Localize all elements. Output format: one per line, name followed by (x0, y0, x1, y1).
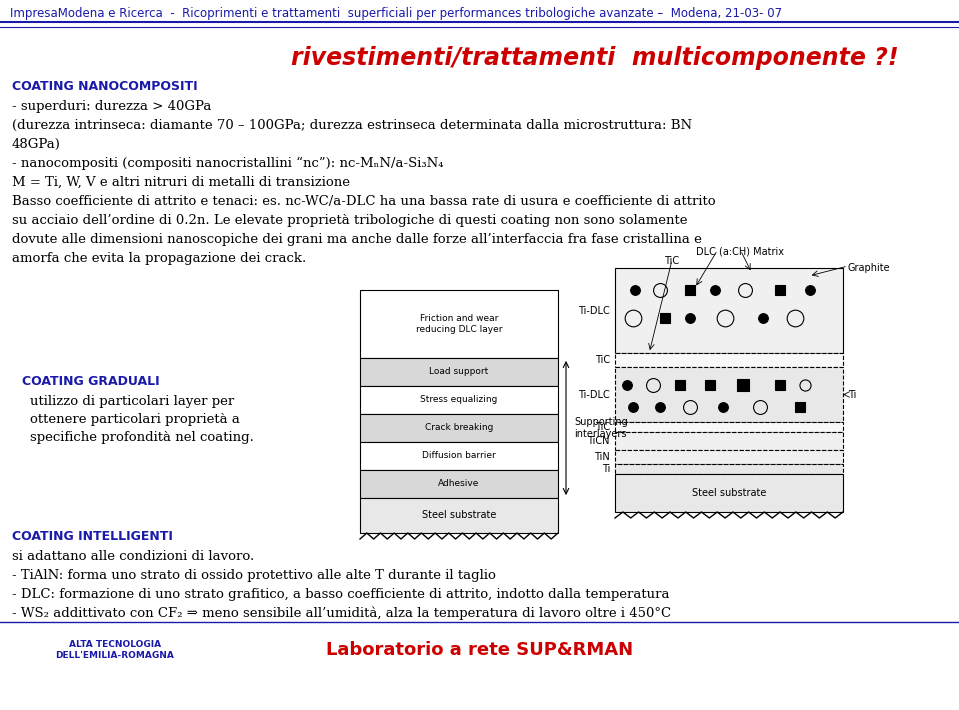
Text: Crack breaking: Crack breaking (425, 423, 493, 432)
Bar (360, 442, 558, 470)
Text: rivestimenti/trattamenti  multicomponente ?!: rivestimenti/trattamenti multicomponente… (291, 46, 899, 70)
Text: dovute alle dimensioni nanoscopiche dei grani ma anche dalle forze all’interfacc: dovute alle dimensioni nanoscopiche dei … (12, 233, 702, 246)
Bar (615, 432, 843, 450)
Text: su acciaio dell’ordine di 0.2n. Le elevate proprietà tribologiche di questi coat: su acciaio dell’ordine di 0.2n. Le eleva… (12, 214, 688, 227)
Text: Steel substrate: Steel substrate (691, 488, 766, 498)
Bar (360, 358, 558, 386)
Bar (615, 268, 843, 353)
Text: - DLC: formazione di uno strato grafitico, a basso coefficiente di attrito, indo: - DLC: formazione di uno strato grafitic… (12, 588, 669, 601)
Text: Adhesive: Adhesive (438, 479, 480, 488)
Bar (360, 290, 558, 358)
Text: Ti: Ti (601, 464, 610, 474)
Bar (615, 422, 843, 432)
Text: Ti-DLC: Ti-DLC (578, 305, 610, 315)
Text: TiCN: TiCN (588, 436, 610, 446)
Bar (615, 353, 843, 367)
Text: - nanocompositi (compositi nanocristallini “nc”): nc-MₙN/a-Si₃N₄: - nanocompositi (compositi nanocristalli… (12, 157, 443, 170)
Text: - superduri: durezza > 40GPa: - superduri: durezza > 40GPa (12, 100, 211, 113)
Bar (615, 464, 843, 474)
Text: Friction and wear
reducing DLC layer: Friction and wear reducing DLC layer (416, 315, 503, 334)
Text: ALTA TECNOLOGIA
DELL'EMILIA-ROMAGNA: ALTA TECNOLOGIA DELL'EMILIA-ROMAGNA (56, 640, 175, 660)
Text: Supporting
interlayers: Supporting interlayers (574, 417, 628, 439)
Text: 48GPa): 48GPa) (12, 138, 60, 151)
Bar (360, 386, 558, 414)
Text: M = Ti, W, V e altri nitruri di metalli di transizione: M = Ti, W, V e altri nitruri di metalli … (12, 176, 350, 189)
Bar (615, 367, 843, 422)
Text: Graphite: Graphite (848, 263, 891, 273)
Bar (360, 470, 558, 498)
Text: Diffusion barrier: Diffusion barrier (422, 452, 496, 461)
Text: si adattano alle condizioni di lavoro.: si adattano alle condizioni di lavoro. (12, 550, 254, 563)
Text: specifiche profondità nel coating.: specifiche profondità nel coating. (30, 431, 254, 444)
Text: DLC (a:CH) Matrix: DLC (a:CH) Matrix (696, 246, 784, 256)
Text: TiC: TiC (595, 422, 610, 432)
Text: Stress equalizing: Stress equalizing (420, 395, 498, 405)
Text: TiN: TiN (595, 452, 610, 462)
Text: COATING GRADUALI: COATING GRADUALI (22, 375, 159, 388)
Text: - TiAlN: forma uno strato di ossido protettivo alle alte T durante il taglio: - TiAlN: forma uno strato di ossido prot… (12, 569, 496, 582)
Text: - WS₂ addittivato con CF₂ ⇒ meno sensibile all’umidità, alza la temperatura di : - WS₂ addittivato con CF₂ ⇒ meno sensibi… (12, 607, 671, 621)
Bar (360, 414, 558, 442)
Text: COATING NANOCOMPOSITI: COATING NANOCOMPOSITI (12, 80, 198, 93)
Text: ottenere particolari proprietà a: ottenere particolari proprietà a (30, 413, 240, 426)
Text: utilizzo di particolari layer per: utilizzo di particolari layer per (30, 395, 234, 408)
Text: Steel substrate: Steel substrate (422, 510, 496, 520)
Text: Ti-DLC: Ti-DLC (578, 390, 610, 400)
Text: amorfa che evita la propagazione dei crack.: amorfa che evita la propagazione dei cra… (12, 252, 306, 265)
Text: TiC: TiC (595, 355, 610, 365)
Text: Laboratorio a rete SUP&RMAN: Laboratorio a rete SUP&RMAN (326, 641, 633, 659)
Text: ImpresaModena e Ricerca  -  Ricoprimenti e trattamenti  superficiali per perform: ImpresaModena e Ricerca - Ricoprimenti e… (10, 8, 783, 21)
Text: Ti: Ti (848, 390, 856, 400)
Text: Load support: Load support (430, 368, 489, 376)
Text: COATING INTELLIGENTI: COATING INTELLIGENTI (12, 530, 173, 543)
Bar (360, 498, 558, 533)
Text: (durezza intrinseca: diamante 70 – 100GPa; durezza estrinseca determinata dalla : (durezza intrinseca: diamante 70 – 100GP… (12, 119, 692, 132)
Text: TiC: TiC (665, 256, 680, 266)
Bar (615, 474, 843, 512)
Text: Basso coefficiente di attrito e tenaci: es. nc-WC/a-DLC ha una bassa rate di usu: Basso coefficiente di attrito e tenaci: … (12, 195, 715, 208)
Bar (615, 450, 843, 464)
